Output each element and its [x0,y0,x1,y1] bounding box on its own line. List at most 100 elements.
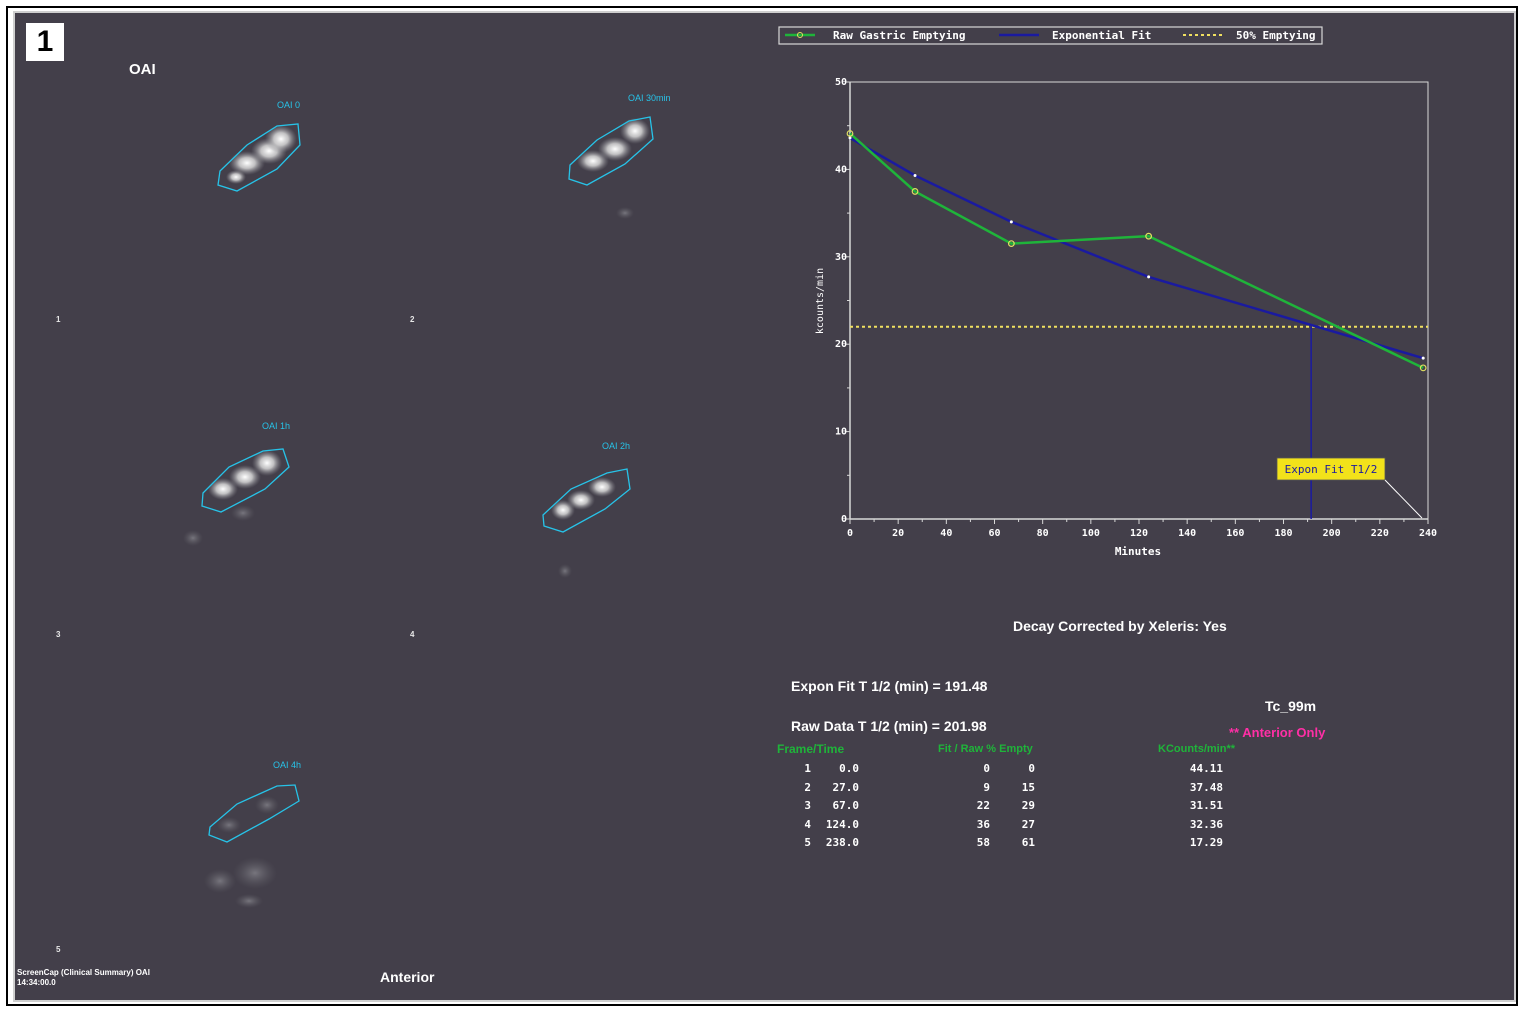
table-cell-raw: 27 [1021,817,1035,831]
half-time-callout-label: Expon Fit T1/2 [1285,463,1378,476]
table-cell-raw: 0 [1028,762,1035,775]
legend-marker-raw [797,32,803,38]
expon-fit-half-time: Expon Fit T 1/2 (min) = 191.48 [791,678,988,694]
anterior-only-note: ** Anterior Only [1229,725,1326,740]
table-cell-kc: 44.11 [1189,762,1223,775]
table-cell-kc: 31.51 [1189,799,1223,812]
view-label: Anterior [380,969,435,985]
y-tick-label: 10 [835,427,847,438]
table-cell-frame: 1 [804,762,811,775]
table-cell-fit: 36 [976,817,990,831]
table-cell-time: 0.0 [839,762,859,775]
frame-number-3: 3 [56,630,61,639]
raw-point [1007,240,1015,248]
image-label-4: OAI 2h [602,441,631,451]
clinical-summary-screen: 1 OAI [13,11,1516,1002]
x-tick-label: 0 [847,528,853,539]
isotope-label: Tc_99m [1265,698,1317,714]
table-header-kcounts: KCounts/min** [1158,743,1235,755]
series-exponential-fit [849,136,1424,360]
panel-badge: 1 [26,23,64,61]
x-tick-label: 20 [892,528,904,539]
y-tick-label: 20 [835,339,847,350]
stomach-image-4[interactable] [542,468,631,578]
raw-point [846,130,854,137]
table-cell-time: 27.0 [832,780,860,794]
chart-series [846,130,1428,519]
fit-point [1147,275,1151,279]
table-cell-kc: 37.48 [1189,780,1223,794]
x-tick-label: 180 [1274,528,1292,539]
x-tick-label: 240 [1419,528,1437,539]
table-cell-time: 124.0 [825,817,859,831]
table-header-fit-raw: Fit / Raw % Empty [938,743,1033,755]
stomach-image-1[interactable] [217,123,301,192]
decay-corrected-note: Decay Corrected by Xeleris: Yes [1013,618,1227,634]
y-tick-label: 0 [841,514,847,525]
plot-frame [849,81,1429,520]
table-cell-fit: 22 [976,799,990,812]
raw-data-half-time: Raw Data T 1/2 (min) = 201.98 [791,718,987,734]
table-cell-frame: 5 [804,836,811,849]
x-tick-label: 100 [1082,528,1100,539]
raw-point [911,188,919,195]
stomach-image-2[interactable] [568,116,654,219]
stomach-image-5[interactable] [204,784,300,908]
roi-outline-3 [201,448,290,513]
chart-legend: Raw Gastric Emptying Exponential Fit 50%… [778,26,1323,45]
x-tick-label: 160 [1226,528,1244,539]
fit-point [1009,220,1013,224]
legend-label-raw: Raw Gastric Emptying [833,29,965,42]
roi-outline-1 [217,123,301,192]
x-tick-label: 200 [1323,528,1341,539]
y-tick-label: 30 [835,252,847,263]
frame-number-1: 1 [56,315,61,324]
x-tick-label: 40 [940,528,952,539]
x-axis-label: Minutes [1115,545,1161,558]
table-cell-frame: 2 [804,780,811,794]
y-tick-label: 50 [835,77,847,88]
x-tick-label: 60 [988,528,1000,539]
frame-number-4: 4 [410,630,415,639]
screencap-timestamp: 14:34:00.0 [17,978,56,987]
raw-point [1145,232,1153,240]
table-cell-fit: 0 [983,762,990,775]
table-cell-frame: 3 [804,799,811,812]
table-cell-frame: 4 [804,817,811,831]
raw-point [1419,364,1427,372]
table-cell-kc: 17.29 [1189,836,1223,849]
fit-point [1421,356,1425,360]
table-cell-raw: 61 [1021,836,1035,849]
frame-number-5: 5 [56,945,61,954]
image-label-1: OAI 0 [277,100,301,110]
x-tick-label: 120 [1130,528,1148,539]
roi-outline-5 [208,784,300,843]
table-cell-time: 67.0 [832,799,860,812]
y-axis-label: kcounts/min [815,268,826,334]
fit-point [913,174,917,178]
legend-label-half: 50% Emptying [1236,29,1315,42]
screencap-caption: ScreenCap (Clinical Summary) OAI 14:34:0… [17,968,150,988]
x-tick-label: 140 [1178,528,1196,539]
scintigraphy-images [183,116,654,908]
chart-axes: 0 20 40 60 80 100 120 140 160 180 200 220 240 0 10 20 30… [835,77,1437,539]
fit-point [848,136,852,140]
screencap-caption-line1: ScreenCap (Clinical Summary) OAI [17,968,150,977]
x-tick-label: 220 [1371,528,1389,539]
y-tick-label: 40 [835,164,847,175]
table-header-frame-time: Frame/Time [777,742,845,756]
table-cell-raw: 15 [1021,780,1035,794]
table-cell-raw: 29 [1021,799,1035,812]
series-raw-gastric-emptying [849,132,1424,370]
table-cell-fit: 58 [976,836,990,849]
gastric-emptying-chart: Raw Gastric Emptying Exponential Fit 50%… [778,26,1437,558]
legend-label-fit: Exponential Fit [1052,29,1151,42]
image-label-3: OAI 1h [262,421,291,431]
table-cell-kc: 32.36 [1189,817,1223,831]
roi-outline-4 [542,468,631,533]
image-panel-title: OAI [129,61,156,78]
stomach-image-3[interactable] [183,448,290,546]
image-label-5: OAI 4h [273,760,302,770]
roi-outline-2 [568,116,654,186]
table-cell-fit: 9 [983,780,990,794]
